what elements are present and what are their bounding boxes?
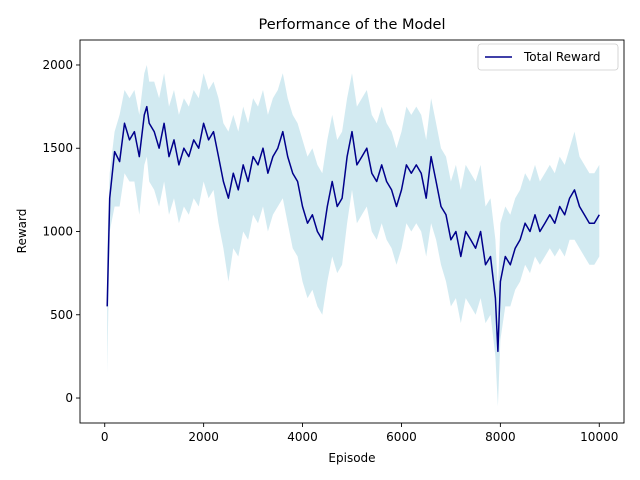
y-tick-label: 0: [65, 391, 73, 405]
legend-label-total-reward: Total Reward: [523, 50, 601, 64]
x-axis-title: Episode: [328, 451, 375, 465]
y-axis-title: Reward: [15, 209, 29, 254]
x-tick-label: 2000: [188, 430, 219, 444]
y-tick-label: 500: [50, 308, 73, 322]
x-tick-label: 4000: [287, 430, 318, 444]
x-tick-label: 8000: [485, 430, 516, 444]
confidence-band-layer: [107, 65, 600, 407]
x-tick-label: 6000: [386, 430, 417, 444]
y-tick-label: 1000: [42, 225, 73, 239]
legend: Total Reward: [477, 43, 619, 71]
x-tick-label: 0: [101, 430, 109, 444]
x-axis: 0 2000 4000 6000 8000 10000: [101, 423, 618, 444]
y-tick-label: 2000: [42, 58, 73, 72]
legend-box: [477, 43, 619, 71]
series-band-total-reward: [107, 65, 600, 407]
chart-title: Performance of the Model: [258, 17, 445, 33]
y-tick-label: 1500: [42, 141, 73, 155]
y-axis: 0 500 1000 1500 2000: [42, 58, 80, 405]
x-tick-label: 10000: [580, 430, 618, 444]
series-line-total-reward: [106, 105, 600, 353]
series-line-layer: [106, 105, 600, 353]
